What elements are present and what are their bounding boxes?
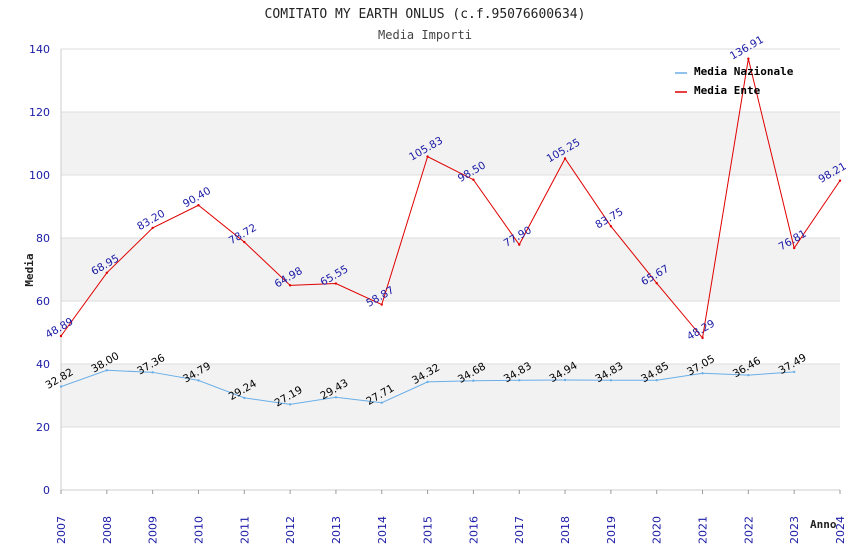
gridlines: [61, 48, 840, 491]
data-point: [288, 284, 292, 287]
data-point: [197, 379, 200, 382]
x-tick-label: 2010: [192, 516, 205, 544]
x-tick-label: 2020: [651, 516, 664, 544]
y-tick-labels: 0 20 40 60 80 100 120 140: [29, 43, 50, 497]
x-tick-label: 2017: [513, 516, 526, 544]
data-point: [472, 178, 475, 181]
data-point: [105, 271, 109, 275]
data-point: [609, 224, 613, 228]
data-label: 83.75: [593, 206, 625, 231]
y-tick-label: 80: [36, 232, 50, 245]
x-tick-label: 2009: [147, 516, 160, 544]
x-tick-label: 2012: [284, 516, 297, 544]
x-tick-label: 2019: [605, 516, 618, 544]
data-point: [701, 336, 704, 340]
data-point: [380, 401, 383, 404]
data-point: [747, 373, 750, 377]
data-point: [609, 379, 613, 382]
data-point: [518, 243, 521, 246]
background-band: [61, 364, 840, 427]
data-point: [747, 57, 750, 60]
data-point: [288, 403, 292, 406]
legend-label-nazionale: Media Nazionale: [694, 65, 794, 78]
data-point: [426, 380, 429, 384]
y-tick-label: 120: [29, 106, 50, 119]
y-tick-label: 140: [29, 43, 50, 56]
x-tick-label: 2015: [422, 516, 435, 544]
data-label: 48.89: [43, 316, 75, 341]
data-point: [655, 281, 658, 285]
y-tick-label: 60: [36, 295, 50, 308]
data-point: [59, 334, 63, 338]
series-lines: [59, 57, 842, 406]
data-point: [334, 282, 338, 285]
x-tick-label: 2024: [834, 516, 847, 544]
x-tick-label: 2007: [55, 516, 68, 544]
x-tick-label: 2013: [330, 516, 343, 544]
data-point: [518, 379, 521, 382]
legend: Media Nazionale Media Ente: [675, 65, 794, 97]
data-point: [59, 385, 63, 388]
x-tick-label: 2022: [742, 516, 755, 544]
x-tick-label: 2023: [788, 516, 801, 544]
y-tick-label: 20: [36, 421, 50, 434]
data-point: [472, 379, 475, 382]
data-point: [243, 396, 246, 400]
background-band: [61, 238, 840, 301]
series-line-media-ente: [60, 58, 841, 340]
data-point: [838, 179, 842, 182]
x-tick-label: 2008: [101, 516, 114, 544]
x-tick-label: 2011: [238, 516, 251, 544]
x-tick-labels: 2007 2008 2009 2010 2011 2012 2013 2014 2015 2016…: [55, 490, 847, 544]
x-tick-label: 2018: [559, 516, 572, 544]
y-axis-label: Media: [23, 253, 36, 286]
data-point: [701, 372, 704, 375]
data-point: [334, 396, 338, 399]
x-axis-label: Anno: [810, 518, 837, 531]
y-tick-label: 0: [43, 484, 50, 497]
data-point: [151, 371, 154, 374]
data-point: [243, 240, 246, 244]
x-tick-label: 2016: [467, 516, 480, 544]
data-label: 48.29: [685, 318, 717, 343]
chart-subtitle: Media Importi: [378, 28, 472, 42]
data-point: [105, 369, 109, 372]
background-bands: [61, 112, 840, 427]
data-point: [792, 246, 796, 250]
data-point: [426, 155, 429, 158]
data-point: [792, 370, 796, 374]
data-label: 136.91: [728, 34, 766, 63]
data-point: [563, 378, 567, 382]
data-point: [380, 303, 383, 306]
y-tick-label: 100: [29, 169, 50, 182]
background-band: [61, 112, 840, 175]
x-tick-label: 2014: [376, 516, 389, 544]
legend-label-ente: Media Ente: [694, 84, 761, 97]
chart-title: COMITATO MY EARTH ONLUS (c.f.95076600634…: [265, 7, 586, 22]
y-tick-label: 40: [36, 358, 50, 371]
data-point: [151, 226, 154, 230]
data-point: [563, 157, 567, 160]
x-tick-label: 2021: [697, 516, 710, 544]
data-point: [197, 204, 200, 207]
data-point: [655, 379, 658, 382]
axes: [60, 49, 840, 491]
